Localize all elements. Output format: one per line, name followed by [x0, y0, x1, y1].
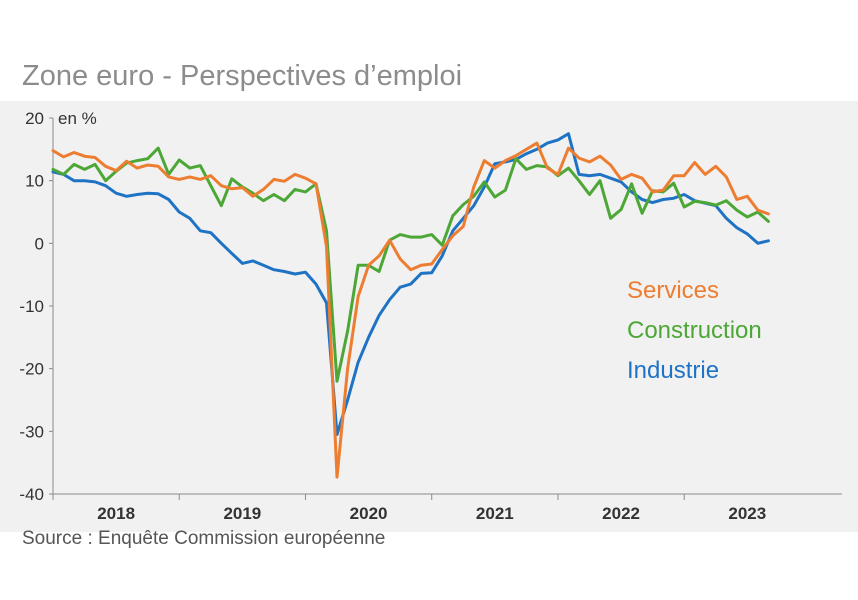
x-axis: 2018 2019 2020 2021 2022 2023	[52, 493, 842, 523]
legend-industrie: Industrie	[627, 357, 720, 384]
x-tick-label: 2023	[728, 504, 766, 523]
y-axis-label: en %	[58, 109, 97, 128]
y-tick-label: -20	[19, 360, 44, 379]
y-axis: 20 10 0 -10 -20 -30 -40 en %	[19, 109, 96, 504]
y-tick-label: 0	[35, 234, 44, 253]
legend-construction: Construction	[627, 317, 762, 344]
y-tick-label: -40	[19, 485, 44, 504]
legend-services: Services	[627, 277, 720, 304]
series-lines	[51, 132, 770, 479]
chart-title: Zone euro - Perspectives d’emploi	[22, 60, 463, 92]
y-tick-label: 20	[25, 109, 44, 128]
source-note: Source : Enquête Commission européenne	[22, 528, 386, 549]
x-tick-label: 2019	[223, 504, 261, 523]
plot-background	[0, 101, 858, 532]
x-tick-label: 2018	[97, 504, 135, 523]
y-tick-label: 10	[25, 172, 44, 191]
y-tick-label: -10	[19, 297, 44, 316]
series-line-services	[51, 141, 770, 479]
x-tick-label: 2022	[602, 504, 640, 523]
series-line-construction	[51, 146, 770, 383]
y-tick-label: -30	[19, 422, 44, 441]
x-tick-label: 2020	[350, 504, 388, 523]
x-tick-label: 2021	[476, 504, 514, 523]
